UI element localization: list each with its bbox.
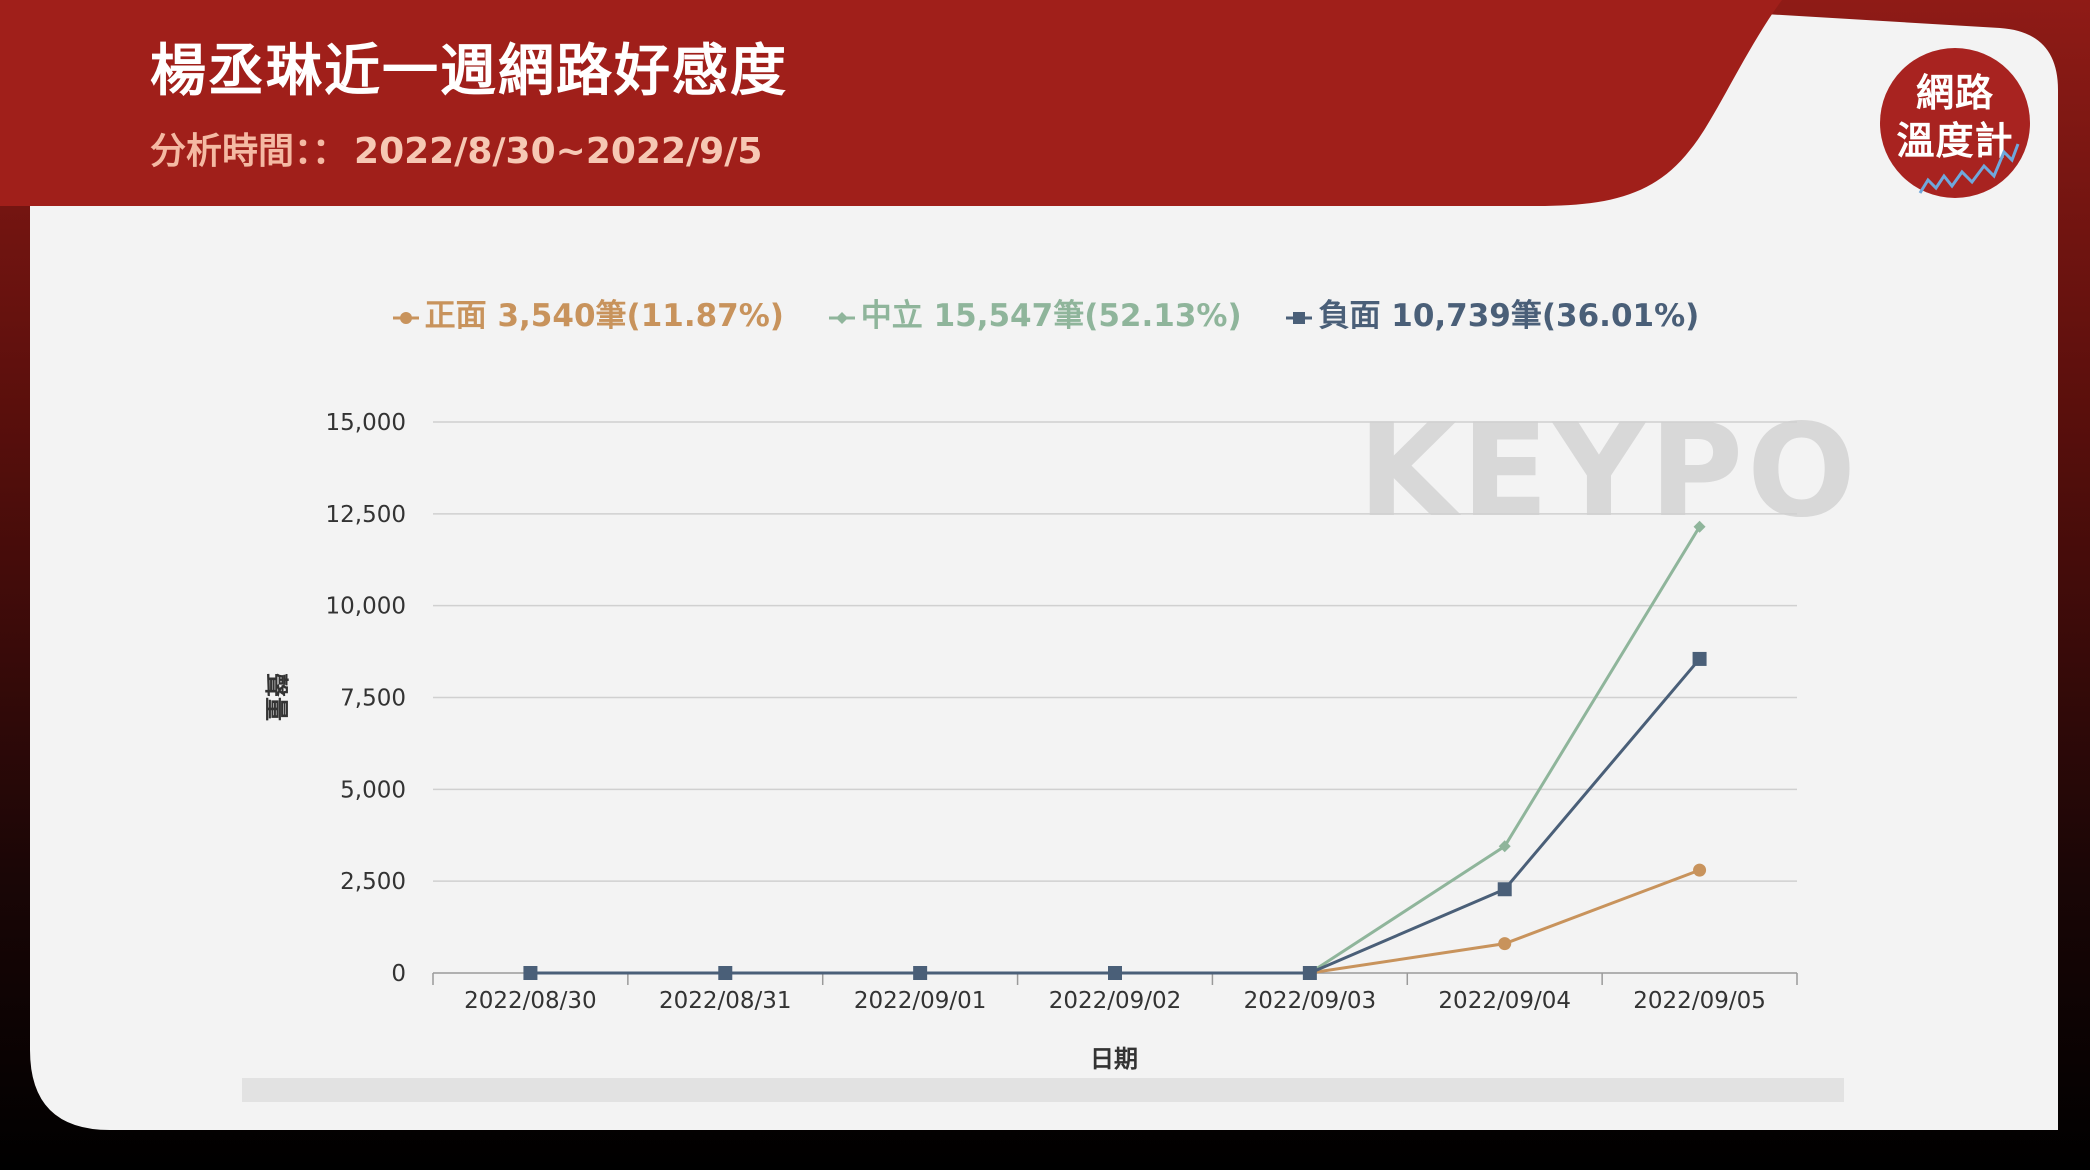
- chart-gridlines: [433, 421, 1797, 974]
- network-thermometer-badge: 網路 溫度計: [1880, 48, 2030, 198]
- content-panel: [30, 0, 2058, 1130]
- legend-label-positive: 正面 3,540筆(11.87%): [424, 298, 784, 334]
- badge-line-2: 溫度計: [1896, 119, 2014, 163]
- x-tick-label: 2022/09/02: [1049, 988, 1182, 1014]
- period-value: 2022/8/30~2022/9/5: [354, 131, 763, 172]
- chart-series: [523, 520, 1707, 980]
- series-1: [524, 520, 1706, 979]
- y-tick-label: 10,000: [326, 594, 406, 620]
- period-label: 分析時間：：: [150, 131, 349, 172]
- data-point[interactable]: [523, 966, 538, 980]
- analysis-period: 分析時間：： 2022/8/30~2022/9/5: [150, 122, 762, 174]
- data-point[interactable]: [1693, 520, 1706, 533]
- legend-label-negative: 負面 10,739筆(36.01%): [1318, 298, 1700, 334]
- x-axis: 2022/08/30 2022/08/31 2022/09/01 2022/09/02…: [432, 973, 1798, 1014]
- x-tick-label: 2022/09/05: [1633, 988, 1766, 1014]
- diamond-marker-icon: [828, 311, 855, 324]
- header-bar: [0, 0, 1782, 206]
- y-tick-label: 2,500: [340, 869, 406, 895]
- legend-item-neutral[interactable]: 中立 15,547筆(52.13%): [827, 290, 1242, 335]
- legend-item-positive[interactable]: 正面 3,540筆(11.87%): [391, 290, 784, 335]
- series-line: [530, 868, 1701, 975]
- y-tick-label: 12,500: [326, 502, 406, 528]
- data-point[interactable]: [1498, 937, 1512, 951]
- x-axis-title: 日期: [1090, 1045, 1138, 1073]
- legend-label-neutral: 中立 15,547筆(52.13%): [860, 298, 1242, 334]
- data-point[interactable]: [1302, 966, 1317, 980]
- x-tick-label: 2022/09/03: [1244, 988, 1377, 1014]
- x-tick-label: 2022/08/31: [659, 988, 792, 1014]
- data-point[interactable]: [913, 966, 928, 980]
- wave-icon: [1918, 143, 2020, 194]
- data-point[interactable]: [1498, 840, 1511, 853]
- y-tick-label: 15,000: [326, 410, 406, 436]
- chart-legend: 正面 3,540筆(11.87%) 中立 15,547筆(52.13%) 負面 …: [0, 290, 2090, 335]
- y-axis-title: 聲量: [262, 673, 290, 721]
- badge-line-1: 網路: [1915, 71, 1994, 115]
- data-point[interactable]: [1692, 651, 1707, 666]
- series-2: [523, 651, 1707, 980]
- square-marker-icon: [1286, 311, 1313, 324]
- x-tick-label: 2022/09/04: [1438, 988, 1571, 1014]
- y-tick-label: 7,500: [340, 686, 406, 712]
- x-tick-label: 2022/08/30: [464, 988, 597, 1014]
- series-line: [530, 525, 1701, 975]
- circle-marker-icon: [392, 311, 419, 324]
- y-tick-label: 0: [391, 961, 406, 987]
- data-point[interactable]: [1497, 882, 1512, 897]
- x-tick-label: 2022/09/01: [854, 988, 987, 1014]
- data-point[interactable]: [718, 966, 733, 980]
- data-point[interactable]: [1108, 966, 1122, 980]
- chart-area-shade: [242, 1078, 1844, 1102]
- data-point[interactable]: [1693, 863, 1707, 877]
- y-tick-label: 5,000: [340, 777, 406, 803]
- page-title: 楊丞琳近一週網路好感度: [150, 39, 788, 104]
- y-axis-ticks: 0 2,500 5,000 7,500 10,000 12,500 15,000: [326, 410, 406, 987]
- legend-item-negative[interactable]: 負面 10,739筆(36.01%): [1284, 290, 1699, 335]
